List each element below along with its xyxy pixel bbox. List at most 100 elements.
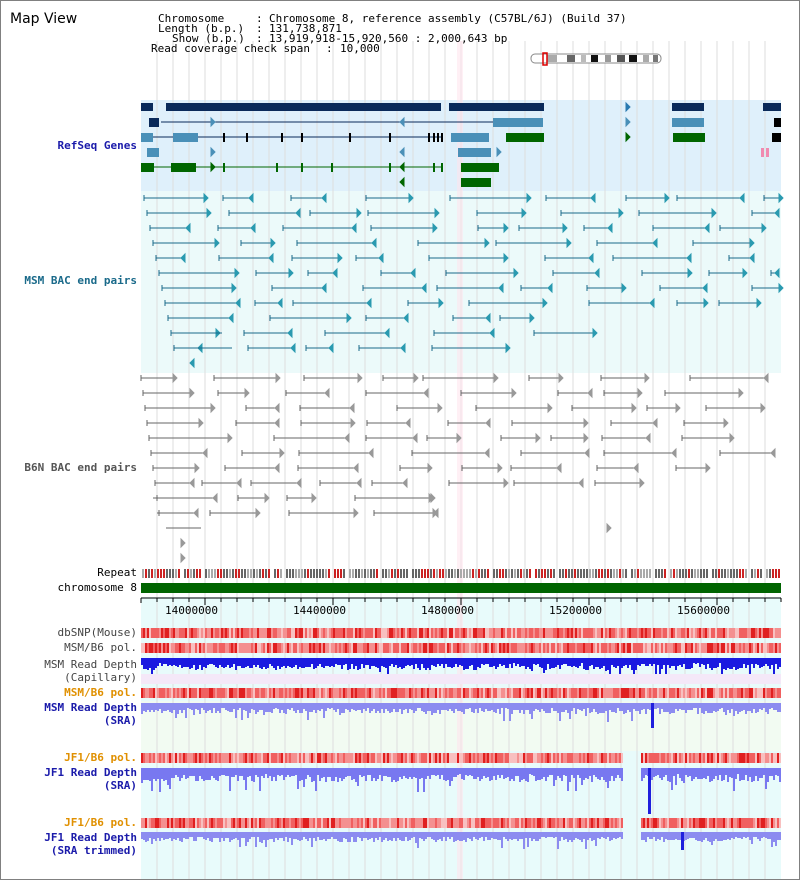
- heat-cell: [769, 818, 771, 828]
- heat-cell: [531, 628, 533, 638]
- depth-bar: [509, 658, 511, 664]
- axis-tick-label: 15600000: [677, 604, 730, 617]
- depth-bar: [239, 832, 241, 847]
- b6n-bac-pairs[interactable]: [140, 372, 776, 564]
- depth-bar: [329, 832, 331, 839]
- depth-bar: [409, 832, 411, 840]
- chromosome-ideogram[interactable]: [530, 52, 662, 66]
- heat-cell: [407, 643, 409, 653]
- heat-cell: [287, 688, 289, 698]
- gene-exon: [349, 133, 351, 142]
- heat-cell: [603, 818, 605, 828]
- depth-bar: [371, 703, 373, 711]
- depth-bar: [471, 768, 473, 776]
- heat-cell: [285, 628, 287, 638]
- strand-arrow: [351, 222, 357, 234]
- heat-cell: [275, 753, 277, 763]
- heat-cell: [273, 628, 275, 638]
- track-label-msm-bac[interactable]: MSM BAC end pairs: [24, 274, 137, 287]
- depth-bar: [469, 658, 471, 666]
- repeat-mark: [211, 569, 213, 578]
- heat-cell: [619, 753, 621, 763]
- depth-bar: [333, 703, 335, 710]
- bac-pair: [610, 417, 658, 429]
- heat-cell: [225, 818, 227, 828]
- heat-cell: [725, 643, 727, 653]
- heat-cell: [749, 688, 751, 698]
- depth-bar: [463, 768, 465, 780]
- strand-arrow: [412, 432, 418, 444]
- depth-bar: [453, 703, 455, 713]
- heat-cell: [153, 628, 155, 638]
- bac-pair: [708, 267, 748, 279]
- heat-cell: [621, 818, 623, 828]
- heat-cell: [563, 628, 565, 638]
- depth-bar: [233, 832, 235, 839]
- heat-cell: [271, 818, 273, 828]
- heat-cell: [353, 643, 355, 653]
- bac-pair: [370, 222, 438, 234]
- heat-cell: [597, 818, 599, 828]
- heat-cell: [449, 818, 451, 828]
- msm-bac-pairs[interactable]: [143, 192, 784, 369]
- depth-bar: [347, 658, 349, 670]
- depth-bar: [429, 658, 431, 670]
- depth-bar: [341, 658, 343, 669]
- heat-cell: [467, 688, 469, 698]
- strand-arrow: [489, 327, 495, 339]
- bac-pair: [271, 282, 327, 294]
- heat-cell: [613, 628, 615, 638]
- heat-cell: [295, 753, 297, 763]
- track-label-refseq-genes[interactable]: RefSeq Genes: [57, 139, 137, 152]
- bac-pair: [448, 477, 509, 489]
- depth-bar: [355, 832, 357, 842]
- heat-cell: [639, 643, 641, 653]
- heat-cell: [427, 643, 429, 653]
- heat-cell: [553, 753, 555, 763]
- heat-cell: [143, 688, 145, 698]
- heat-cell: [739, 688, 741, 698]
- depth-bar: [499, 703, 501, 714]
- track-label-b6n-bac[interactable]: B6N BAC end pairs: [24, 461, 137, 474]
- heat-cell: [471, 818, 473, 828]
- depth-bar: [351, 703, 353, 709]
- heat-cell: [145, 628, 147, 638]
- heat-cell: [465, 818, 467, 828]
- depth-bar: [257, 768, 259, 777]
- depth-bar: [225, 832, 227, 838]
- heat-cell: [445, 818, 447, 828]
- depth-bar: [707, 832, 709, 841]
- depth-bar: [561, 658, 563, 665]
- refseq-genes[interactable]: [141, 101, 781, 188]
- heat-cell: [297, 753, 299, 763]
- repeat-mark: [319, 569, 321, 578]
- depth-bar: [433, 703, 435, 713]
- heat-cell: [449, 753, 451, 763]
- strand-arrow: [234, 267, 240, 279]
- heat-cell: [273, 688, 275, 698]
- depth-bar: [203, 768, 205, 781]
- heat-cell: [511, 688, 513, 698]
- heat-cell: [195, 688, 197, 698]
- depth-bar: [337, 832, 339, 841]
- heat-cell: [453, 643, 455, 653]
- depth-bar: [545, 768, 547, 781]
- depth-bar: [569, 703, 571, 719]
- heat-cell: [587, 643, 589, 653]
- heat-cell: [525, 643, 527, 653]
- depth-bar: [335, 703, 337, 712]
- heat-cell: [449, 628, 451, 638]
- depth-bar: [411, 703, 413, 710]
- bac-pair: [240, 237, 276, 249]
- heat-cell: [247, 688, 249, 698]
- depth-bar: [393, 658, 395, 667]
- depth-bar: [195, 658, 197, 670]
- depth-bar: [355, 658, 357, 666]
- heat-cell: [725, 688, 727, 698]
- heat-cell: [197, 628, 199, 638]
- heat-cell: [343, 643, 345, 653]
- repeat-mark: [520, 569, 522, 578]
- heat-cell: [577, 818, 579, 828]
- heat-cell: [755, 628, 757, 638]
- depth-bar: [611, 768, 613, 776]
